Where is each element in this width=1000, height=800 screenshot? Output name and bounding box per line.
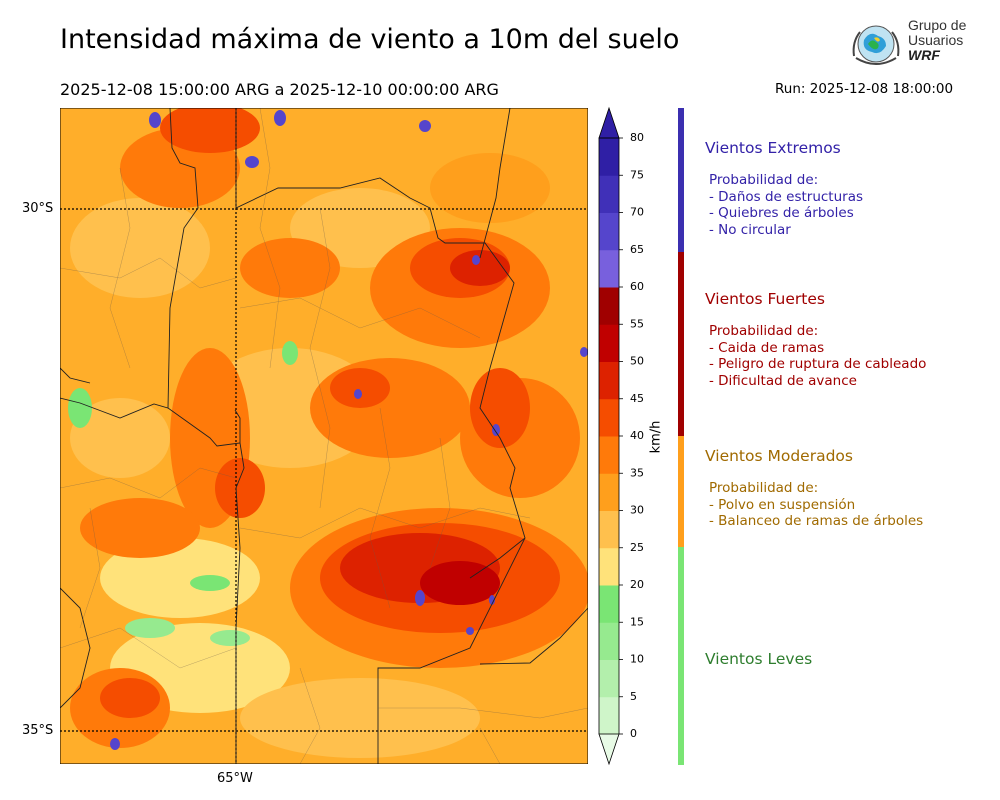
category-line: - Caida de ramas [709, 339, 825, 356]
lon-label-65w: 65°W [217, 771, 253, 786]
colorbar-segment [599, 436, 619, 474]
colorbar-tick-label: 30 [630, 504, 644, 517]
category-line: Probabilidad de: [709, 172, 819, 188]
logo-line1: Grupo de [908, 17, 967, 33]
colorbar-segment [599, 287, 619, 325]
colorbar-tick-label: 0 [630, 727, 637, 740]
category-bar [678, 108, 684, 252]
logo-line3: WRF [908, 47, 940, 63]
wind-map [60, 108, 588, 764]
globe-logo-icon [852, 25, 900, 65]
colorbar-segment [599, 696, 619, 735]
colorbar-tick-label: 40 [630, 429, 644, 442]
forecast-period: 2025-12-08 15:00:00 ARG a 2025-12-10 00:… [60, 80, 499, 99]
province-borders [60, 108, 588, 764]
category-title: Vientos Fuertes [705, 290, 825, 308]
colorbar-segment [599, 547, 619, 586]
colorbar-tick-label: 60 [630, 280, 644, 293]
colorbar-extend-low [598, 733, 620, 766]
category-title: Vientos Leves [705, 650, 813, 668]
wrf-logo: Grupo de Usuarios WRF [848, 18, 968, 72]
colorbar-segment [599, 361, 619, 400]
category-line: - Quiebres de árboles [709, 205, 854, 221]
category-line: - No circular [709, 221, 791, 238]
colorbar-tick-label: 50 [630, 355, 644, 368]
colorbar-segment [599, 510, 619, 549]
category-line: - Daños de estructuras [709, 188, 864, 205]
colorbar-tick-label: 20 [630, 578, 644, 591]
colorbar-segment [599, 324, 619, 362]
colorbar-segment [599, 622, 619, 660]
colorbar-tick-label: 35 [630, 466, 644, 479]
category-line: Probabilidad de: [709, 480, 819, 496]
colorbar-tick-label: 10 [630, 653, 644, 666]
category-line: - Balanceo de ramas de árboles [709, 513, 924, 529]
colorbar-segment [599, 398, 619, 437]
colorbar-segment [599, 585, 619, 623]
lat-label-30s: 30°S [22, 201, 54, 216]
department-borders [60, 108, 588, 764]
category-description: Probabilidad de: - Daños de estructuras - … [709, 172, 863, 238]
category-line: Probabilidad de: [709, 323, 819, 339]
colorbar-unit: km/h [649, 421, 664, 454]
run-time: Run: 2025-12-08 18:00:00 [775, 81, 954, 97]
colorbar-tick-label: 15 [630, 615, 644, 628]
colorbar-tick-label: 55 [630, 317, 644, 330]
colorbar-tick-label: 80 [630, 131, 644, 144]
category-line: - Peligro de ruptura de cableado [709, 356, 927, 372]
logo-line2: Usuarios [908, 32, 964, 48]
colorbar-tick-label: 25 [630, 541, 644, 554]
colorbar-segment [599, 175, 619, 213]
category-description: Probabilidad de: - Caida de ramas - Peligr… [709, 323, 926, 389]
category-title: Vientos Moderados [705, 447, 853, 465]
category-bar [678, 252, 684, 436]
colorbar-segment [599, 249, 619, 288]
colorbar-tick-label: 45 [630, 392, 644, 405]
category-bar [678, 547, 684, 765]
colorbar-tick-label: 5 [630, 690, 637, 703]
colorbar-extend-high [598, 106, 620, 139]
category-title: Vientos Extremos [705, 139, 841, 157]
colorbar-segment [599, 473, 619, 511]
wind-colorbar: 0 5 10 15 20 25 30 35 40 45 50 55 60 65 70 75 80 km/h [598, 106, 664, 766]
category-bar [678, 436, 684, 547]
category-description: Probabilidad de: - Polvo en suspensión - B… [709, 480, 923, 530]
page-title: Intensidad máxima de viento a 10m del su… [60, 24, 680, 55]
lat-label-35s: 35°S [22, 723, 54, 738]
colorbar-tick-label: 75 [630, 168, 644, 181]
colorbar-tick-label: 70 [630, 206, 644, 219]
colorbar-segment [599, 212, 619, 251]
category-line: - Polvo en suspensión [709, 496, 856, 513]
colorbar-tick-label: 65 [630, 243, 644, 256]
colorbar-segment [599, 659, 619, 698]
colorbar-segment [599, 138, 619, 176]
category-line: - Dificultad de avance [709, 372, 857, 389]
